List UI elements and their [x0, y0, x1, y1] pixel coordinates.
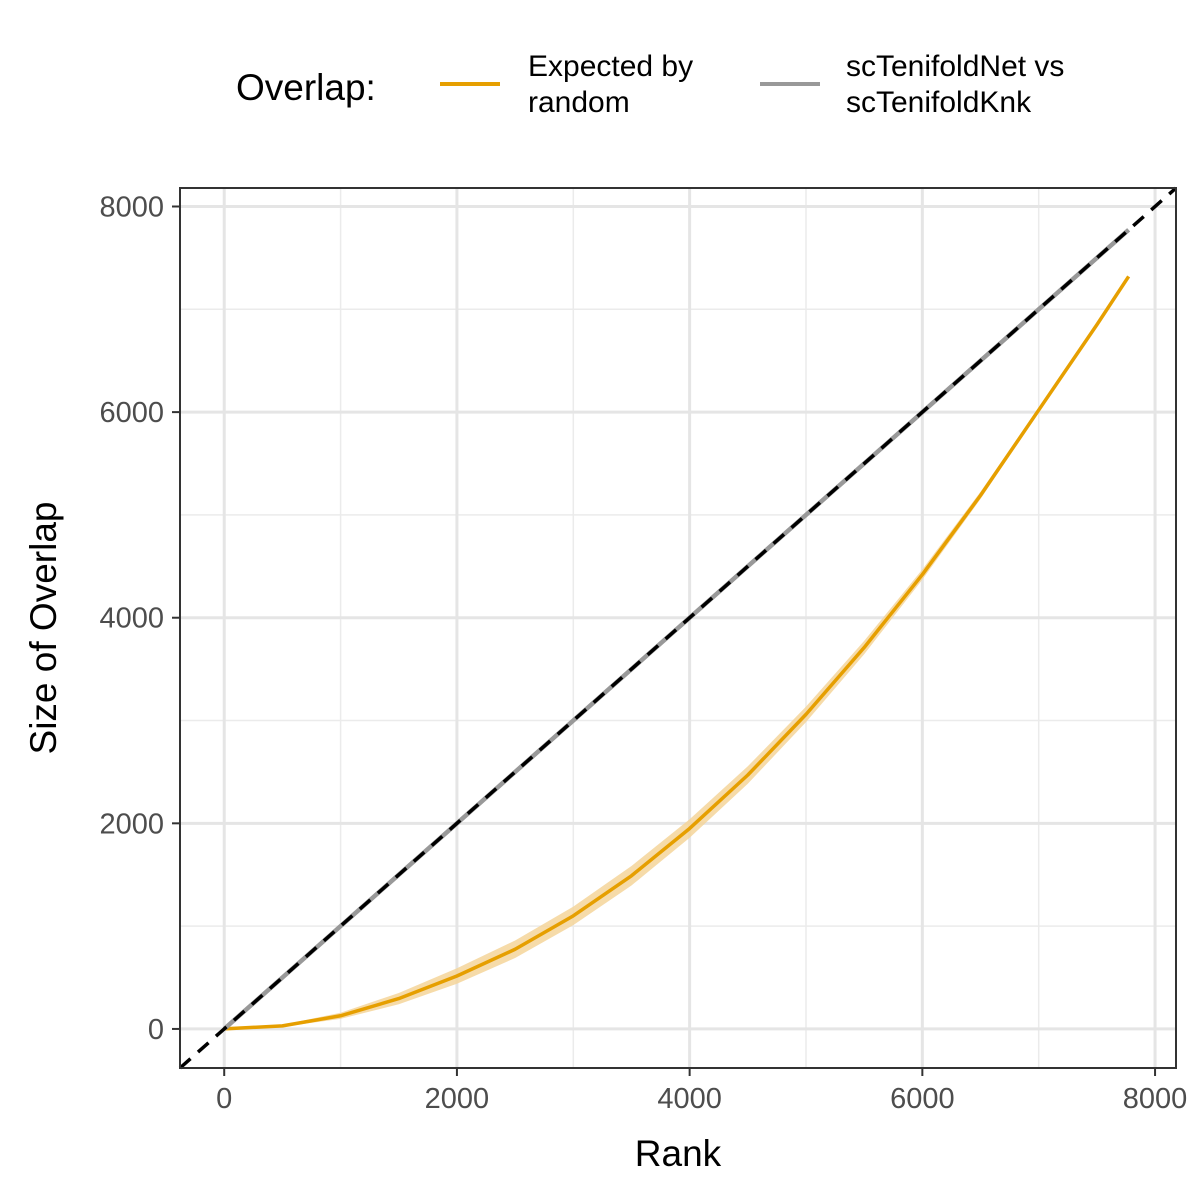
x-tick-label: 8000	[1123, 1083, 1188, 1115]
series-layer	[178, 186, 1178, 1070]
expected-random-line	[224, 275, 1131, 1031]
legend-title: Overlap:	[236, 67, 376, 108]
x-axis: 0 2000 4000 6000 8000	[216, 1068, 1187, 1115]
grid-major	[180, 188, 1176, 1068]
legend-label-0: Expected by random	[528, 50, 693, 119]
x-tick-label: 0	[216, 1083, 232, 1115]
legend-label-1: scTenifoldNet vs scTenifoldKnk	[846, 50, 1064, 119]
plot-panel	[178, 186, 1178, 1070]
x-tick-label: 4000	[657, 1083, 722, 1115]
y-tick-label: 8000	[99, 192, 164, 224]
y-axis-title: Size of Overlap	[23, 502, 64, 755]
grid-minor	[180, 188, 1176, 1068]
y-tick-label: 2000	[99, 808, 164, 840]
x-axis-title: Rank	[635, 1133, 722, 1174]
y-tick-label: 0	[148, 1014, 164, 1046]
y-axis: 0 2000 4000 6000 8000	[99, 192, 180, 1046]
x-tick-label: 2000	[425, 1083, 490, 1115]
legend: Overlap: Expected by random scTenifoldNet …	[236, 50, 1064, 119]
y-tick-label: 6000	[99, 397, 164, 429]
panel-border	[179, 187, 1177, 1069]
identity-reference-line	[178, 186, 1178, 1070]
y-tick-label: 4000	[99, 603, 164, 635]
x-tick-label: 6000	[890, 1083, 955, 1115]
